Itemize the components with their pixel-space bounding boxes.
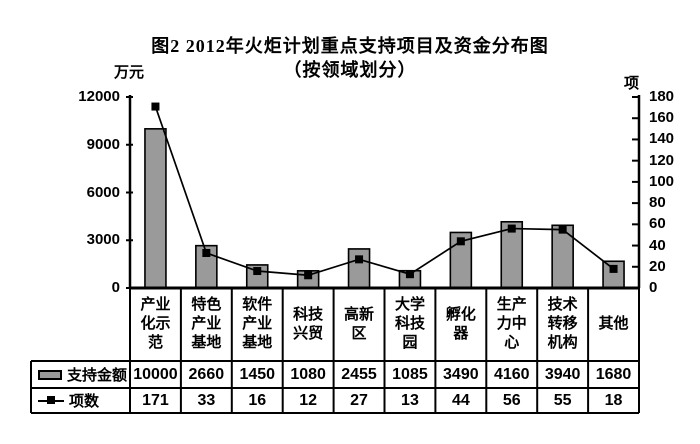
category-cell-大学科技园: 大学 科技 园 — [394, 297, 425, 351]
legend-count-marker-icon — [38, 396, 64, 405]
count-cell-科技兴贸: 12 — [299, 391, 318, 409]
line-marker-科技兴贸 — [304, 271, 313, 280]
amount-cell-大学科技园: 1085 — [392, 365, 428, 383]
amount-cell-其他: 1680 — [595, 365, 632, 383]
chart-title: 图2 2012年火炬计划重点支持项目及资金分布图 — [151, 36, 549, 56]
line-marker-高新区 — [355, 255, 364, 264]
line-marker-大学科技园 — [405, 270, 414, 279]
right-axis-tick-label: 120 — [649, 151, 675, 169]
bar-高新区 — [347, 248, 371, 289]
count-line-series — [154, 106, 615, 277]
line-marker-孵化器 — [456, 237, 465, 246]
category-cell-技术转移机构: 技术 转移 机构 — [547, 297, 578, 351]
count-cell-产业化示范: 171 — [142, 391, 169, 409]
legend-amount-key: 支持金额 — [31, 361, 130, 388]
line-marker-特色产业基地 — [202, 248, 211, 257]
legend-count-label: 项数 — [69, 394, 100, 410]
left-axis-tick-label: 12000 — [78, 88, 120, 105]
left-axis-tick-label: 0 — [111, 279, 120, 296]
line-marker-软件产业基地 — [253, 267, 262, 276]
right-axis-tick-label: 20 — [649, 257, 666, 275]
right-axis-tick-label: 140 — [649, 130, 675, 148]
amount-cell-产业化示范: 10000 — [133, 365, 178, 383]
count-cell-生产力中心: 56 — [502, 391, 521, 409]
category-cell-高新区: 高新 区 — [344, 306, 375, 342]
category-cell-特色产业基地: 特色 产业 基地 — [191, 297, 222, 351]
category-cell-产业化示范: 产业 化示 范 — [140, 297, 171, 351]
category-cell-科技兴贸: 科技 兴贸 — [293, 306, 324, 342]
legend-count-key: 项数 — [31, 388, 130, 413]
left-axis-tick-label: 6000 — [86, 183, 120, 201]
amount-cell-高新区: 2455 — [341, 365, 377, 383]
right-axis-tick-label: 100 — [649, 172, 675, 190]
left-axis-tick-label: 9000 — [86, 135, 120, 153]
line-marker-生产力中心 — [507, 224, 516, 233]
amount-cell-特色产业基地: 2660 — [188, 365, 225, 383]
right-axis-tick-label: 180 — [649, 88, 675, 105]
chart-title-block: 图2 2012年火炬计划重点支持项目及资金分布图 （按领域划分） — [0, 34, 700, 82]
legend-amount-swatch-icon — [38, 369, 62, 380]
line-marker-其他 — [609, 264, 618, 273]
chart-subtitle: （按领域划分） — [283, 60, 417, 80]
amount-cell-孵化器: 3490 — [443, 365, 479, 383]
category-cell-软件产业基地: 软件 产业 基地 — [242, 297, 273, 351]
amount-cell-技术转移机构: 3940 — [544, 365, 581, 383]
count-cell-软件产业基地: 16 — [248, 391, 267, 409]
left-axis-unit-label: 万元 — [114, 65, 145, 81]
category-cell-生产力中心: 生产 力中 心 — [496, 297, 527, 351]
legend-amount-label: 支持金额 — [67, 368, 128, 384]
count-cell-其他: 18 — [604, 391, 623, 409]
count-cell-高新区: 27 — [350, 391, 368, 409]
category-cell-孵化器: 孵化 器 — [445, 306, 476, 342]
right-axis-tick-label: 0 — [649, 279, 658, 296]
line-marker-产业化示范 — [151, 102, 160, 111]
right-axis-unit-label: 项 — [624, 76, 640, 92]
count-cell-孵化器: 44 — [451, 391, 470, 409]
left-axis-tick-label: 3000 — [86, 231, 120, 249]
bar-产业化示范 — [144, 128, 167, 289]
amount-cell-科技兴贸: 1080 — [290, 365, 326, 383]
count-cell-技术转移机构: 55 — [553, 391, 572, 409]
amount-cell-软件产业基地: 1450 — [239, 365, 276, 383]
count-cell-大学科技园: 13 — [401, 391, 419, 409]
right-axis-tick-label: 80 — [649, 194, 666, 212]
right-axis-tick-label: 60 — [649, 215, 666, 233]
category-cell-其他: 其他 — [598, 316, 629, 332]
amount-cell-生产力中心: 4160 — [493, 365, 530, 383]
right-axis-tick-label: 160 — [649, 109, 675, 127]
count-cell-特色产业基地: 33 — [197, 391, 216, 409]
line-marker-技术转移机构 — [558, 225, 567, 234]
right-axis-tick-label: 40 — [649, 236, 666, 254]
